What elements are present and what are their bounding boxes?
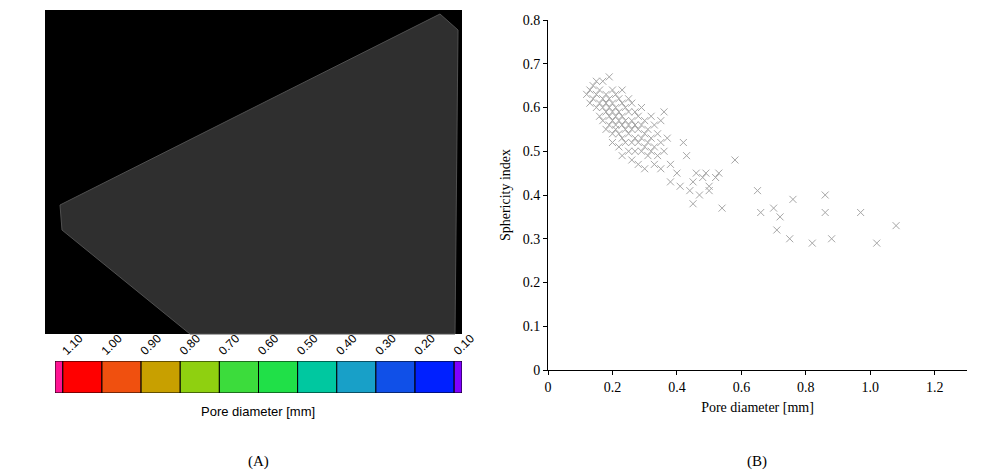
svg-text:0.6: 0.6 (733, 380, 751, 395)
svg-text:Sphericity index: Sphericity index (498, 149, 513, 241)
svg-text:(A): (A) (248, 453, 269, 470)
svg-text:0.80: 0.80 (177, 331, 204, 358)
svg-text:0.50: 0.50 (294, 331, 321, 358)
svg-text:0.10: 0.10 (451, 331, 478, 358)
svg-text:1.10: 1.10 (59, 331, 86, 358)
svg-text:0.4: 0.4 (523, 188, 541, 203)
svg-text:0.8: 0.8 (797, 380, 815, 395)
svg-text:1.0: 1.0 (862, 380, 880, 395)
svg-text:1.2: 1.2 (926, 380, 944, 395)
svg-text:0.8: 0.8 (523, 13, 541, 28)
svg-text:0.7: 0.7 (523, 57, 541, 72)
svg-text:0.30: 0.30 (372, 331, 399, 358)
svg-text:0.40: 0.40 (333, 331, 360, 358)
svg-text:0.60: 0.60 (255, 331, 282, 358)
svg-text:0.4: 0.4 (668, 380, 686, 395)
svg-text:0.5: 0.5 (523, 144, 541, 159)
svg-text:Pore diameter [mm]: Pore diameter [mm] (201, 404, 315, 419)
svg-text:1.00: 1.00 (98, 331, 125, 358)
svg-text:0.2: 0.2 (604, 380, 622, 395)
svg-text:Pore diameter [mm]: Pore diameter [mm] (701, 400, 814, 415)
svg-text:0.70: 0.70 (216, 331, 243, 358)
svg-text:0.3: 0.3 (523, 232, 541, 247)
svg-text:0: 0 (533, 363, 540, 378)
svg-text:0.2: 0.2 (523, 275, 541, 290)
svg-text:(B): (B) (747, 453, 767, 470)
svg-text:0.1: 0.1 (523, 319, 541, 334)
svg-text:0.6: 0.6 (523, 100, 541, 115)
svg-text:0.20: 0.20 (412, 331, 439, 358)
svg-text:0: 0 (545, 380, 552, 395)
svg-text:0.90: 0.90 (138, 331, 165, 358)
